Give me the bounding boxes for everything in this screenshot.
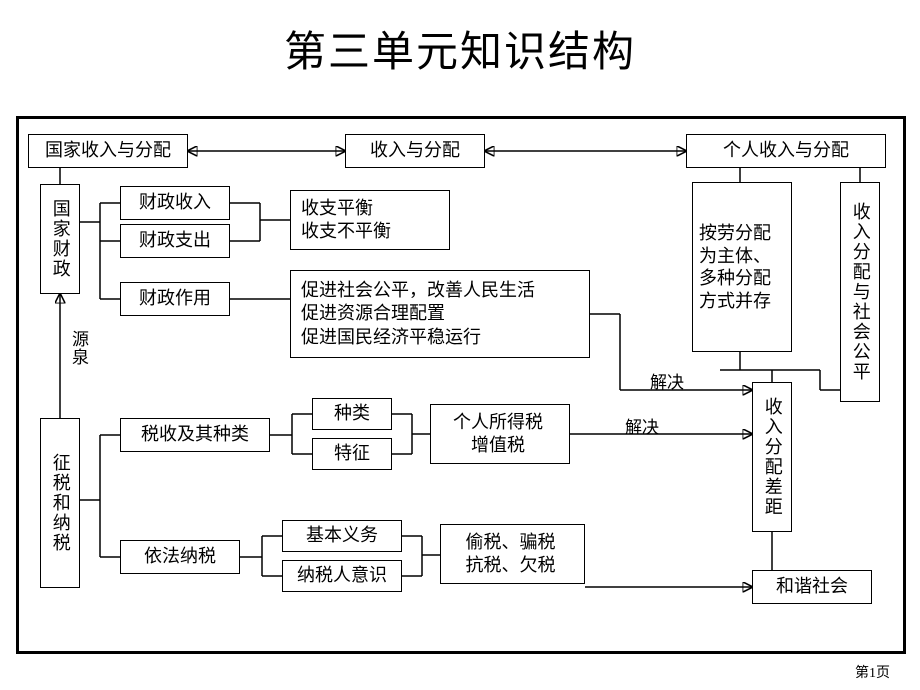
box-tezheng: 特征 <box>312 438 392 470</box>
box-fiscal-role: 财政作用 <box>120 282 230 316</box>
box-fairness: 收入分配与社会公平 <box>840 182 880 402</box>
box-gap: 收入分配差距 <box>752 382 792 532</box>
box-yifa: 依法纳税 <box>120 540 240 574</box>
box-fiscal-income: 财政收入 <box>120 186 230 220</box>
box-nashui: 纳税人意识 <box>282 560 402 592</box>
box-zhonglei: 种类 <box>312 398 392 430</box>
box-crimes: 偷税、骗税 抗税、欠税 <box>440 524 585 584</box>
label-jiejue2: 解决 <box>625 413 659 438</box>
box-tax-collect: 征税和纳税 <box>40 418 80 588</box>
box-national-finance: 国家财政 <box>40 184 80 294</box>
box-role-detail: 促进社会公平，改善人民生活 促进资源合理配置 促进国民经济平稳运行 <box>290 270 590 358</box>
box-national-income-dist: 国家收入与分配 <box>28 134 188 168</box>
box-tax-kinds: 税收及其种类 <box>120 418 270 452</box>
label-jiejue1: 解决 <box>650 368 684 393</box>
text-distribution: 按劳分配为主体、多种分配方式并存 <box>699 222 785 312</box>
box-fiscal-expense: 财政支出 <box>120 224 230 258</box>
box-balance: 收支平衡 收支不平衡 <box>290 190 450 250</box>
box-distribution: 按劳分配为主体、多种分配方式并存 <box>692 182 792 352</box>
box-jiben: 基本义务 <box>282 520 402 552</box>
box-income-dist: 收入与分配 <box>345 134 485 168</box>
box-harmony: 和谐社会 <box>752 570 872 604</box>
page-number: 第1页 <box>855 662 890 682</box>
box-personal-income-dist: 个人收入与分配 <box>686 134 886 168</box>
label-source: 源泉 <box>66 330 91 366</box>
box-geren: 个人所得税 增值税 <box>430 404 570 464</box>
page-title: 第三单元知识结构 <box>0 18 920 79</box>
